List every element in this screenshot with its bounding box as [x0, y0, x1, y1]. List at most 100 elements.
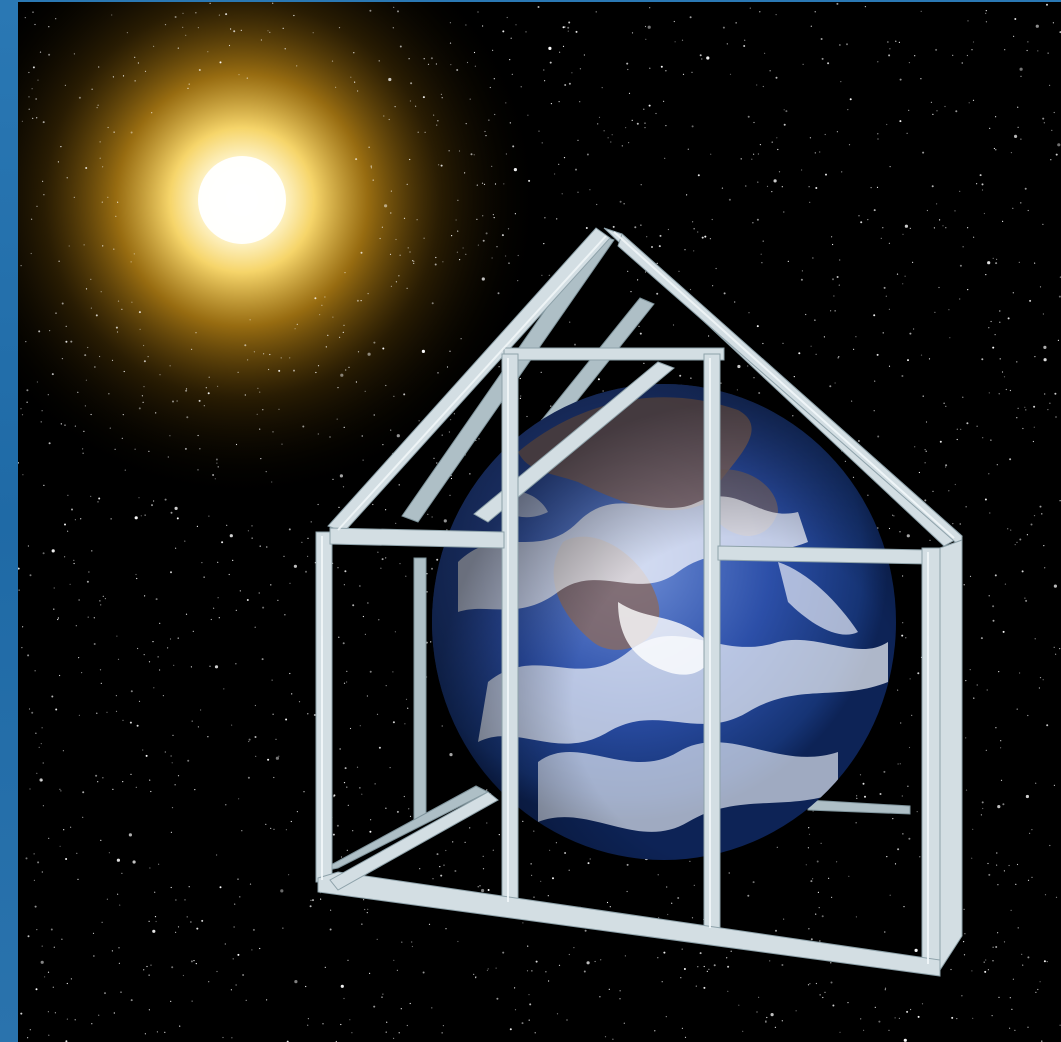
star [107, 196, 109, 198]
star [158, 863, 160, 865]
star [1027, 1026, 1029, 1028]
star [836, 861, 838, 863]
star [312, 32, 314, 34]
star [182, 12, 184, 14]
star [775, 76, 778, 79]
star [895, 40, 897, 42]
star [113, 248, 115, 250]
star [417, 131, 419, 133]
star [706, 970, 708, 973]
star [49, 330, 51, 332]
star [959, 298, 961, 300]
star [392, 721, 395, 724]
star [1027, 209, 1029, 212]
star [36, 929, 38, 931]
star [174, 16, 177, 18]
star [631, 119, 633, 121]
star [289, 672, 291, 675]
star [574, 343, 576, 346]
star [293, 369, 295, 372]
star [398, 275, 400, 277]
star [681, 1027, 684, 1029]
star [109, 427, 111, 429]
star [520, 395, 522, 397]
star [997, 884, 999, 886]
star [205, 387, 207, 389]
star [756, 1011, 758, 1013]
star [636, 122, 639, 125]
star [730, 950, 732, 952]
star [540, 880, 542, 883]
star [764, 52, 766, 54]
star [988, 473, 990, 475]
star [752, 222, 754, 224]
star [443, 864, 445, 866]
star [282, 27, 284, 29]
star [392, 27, 394, 29]
star [129, 721, 132, 724]
star [357, 351, 360, 353]
star [34, 23, 36, 26]
star [792, 415, 794, 417]
star [416, 219, 418, 221]
star [812, 257, 814, 259]
star [28, 96, 30, 98]
star [291, 693, 293, 695]
star [517, 280, 519, 282]
star [963, 584, 965, 586]
star [458, 150, 461, 152]
star [907, 785, 909, 787]
star [138, 311, 141, 314]
star [270, 584, 272, 586]
star [234, 903, 236, 905]
star [863, 1029, 865, 1031]
star [97, 104, 99, 106]
star [505, 255, 507, 257]
star [343, 584, 345, 586]
star [1033, 515, 1036, 517]
star [356, 299, 359, 302]
star [42, 180, 44, 182]
star [533, 896, 535, 898]
star [520, 86, 522, 88]
star [60, 790, 62, 792]
star [138, 497, 140, 499]
star [709, 238, 712, 240]
star [981, 183, 984, 186]
star [924, 462, 926, 464]
star [99, 157, 101, 159]
star [884, 989, 886, 991]
star [389, 767, 391, 769]
star [29, 574, 32, 577]
star [658, 245, 661, 248]
star [61, 358, 64, 360]
star [753, 377, 755, 379]
star [762, 85, 764, 88]
star [359, 725, 361, 727]
star [1039, 286, 1042, 288]
star [381, 558, 384, 561]
star [575, 30, 578, 33]
star [877, 61, 879, 63]
star [802, 63, 804, 65]
star [378, 60, 380, 62]
star [989, 127, 991, 129]
star [150, 964, 152, 966]
star [445, 928, 447, 930]
star [769, 70, 771, 72]
star [965, 680, 967, 682]
star [489, 86, 491, 89]
star [212, 474, 215, 476]
star [190, 666, 192, 668]
star [50, 928, 53, 931]
star [405, 575, 407, 577]
star [757, 153, 760, 155]
star [667, 228, 670, 231]
star [247, 359, 249, 361]
star [721, 187, 724, 189]
star [939, 440, 942, 443]
star [36, 381, 38, 383]
star [904, 275, 906, 277]
star [908, 109, 910, 111]
star [84, 405, 86, 407]
